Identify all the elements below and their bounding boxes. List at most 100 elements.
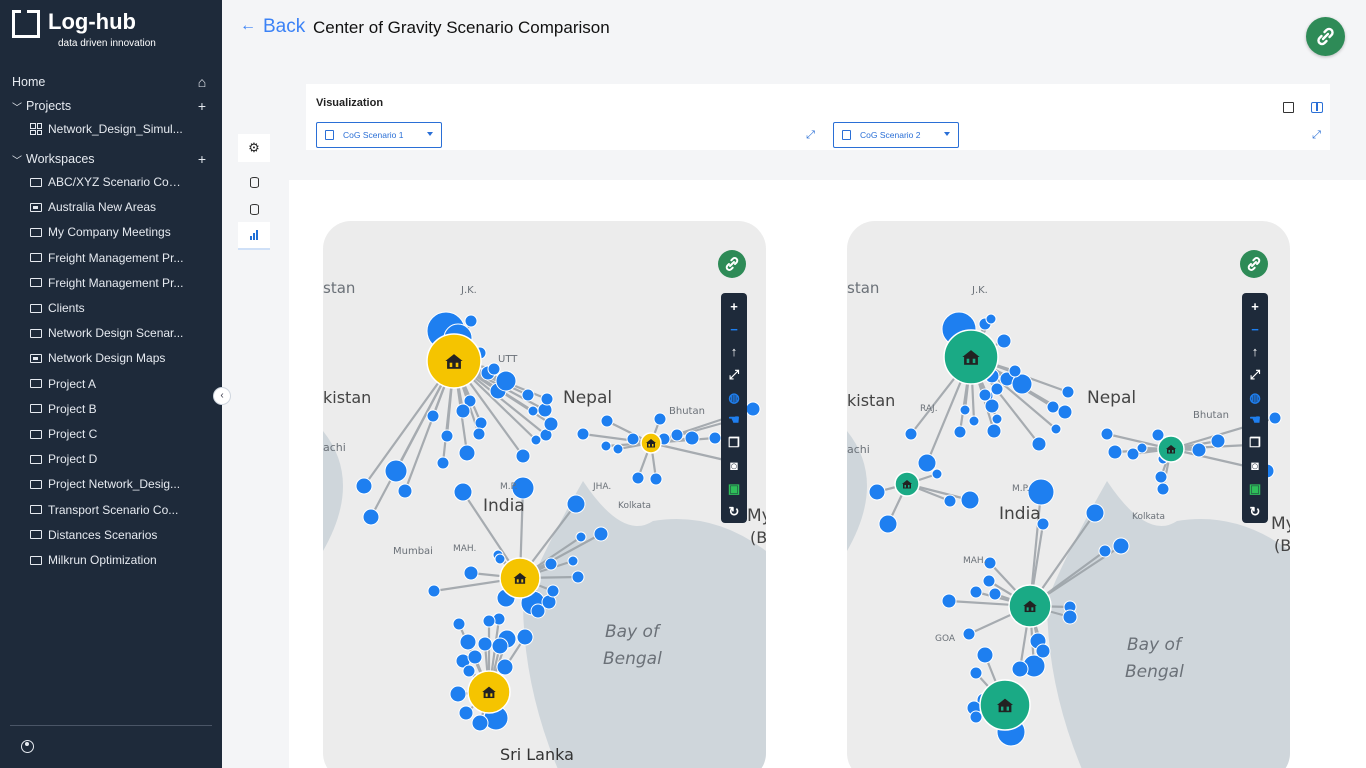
copy-button[interactable]: ❐ <box>1249 435 1261 451</box>
customer-location-marker[interactable] <box>969 585 983 599</box>
nav-projects[interactable]: ﹀ Projects + <box>12 95 210 117</box>
customer-location-marker[interactable] <box>626 432 640 446</box>
customer-location-marker[interactable] <box>982 574 996 588</box>
customer-location-marker[interactable] <box>567 555 579 567</box>
scenario-1-map-canvas[interactable]: stan J.K. UTT Nepal kistan Bhutan achi I… <box>323 221 766 768</box>
customer-location-marker[interactable] <box>960 490 980 510</box>
user-account-icon[interactable] <box>21 740 34 753</box>
customer-location-marker[interactable] <box>458 444 476 462</box>
customer-location-marker[interactable] <box>1112 537 1130 555</box>
reset-north-button[interactable]: ↑ <box>1251 344 1259 360</box>
customer-location-marker[interactable] <box>426 409 440 423</box>
workspace-item[interactable]: My Company Meetings <box>30 222 186 242</box>
customer-location-marker[interactable] <box>684 430 700 446</box>
customer-location-marker[interactable] <box>463 565 479 581</box>
customer-location-marker[interactable] <box>566 494 586 514</box>
workspace-item[interactable]: Australia New Areas <box>30 197 186 217</box>
customer-location-marker[interactable] <box>482 614 496 628</box>
workspace-item[interactable]: Project Network_Desig... <box>30 474 186 494</box>
workspace-item[interactable]: Clients <box>30 298 186 318</box>
customer-location-marker[interactable] <box>440 429 454 443</box>
customer-location-marker[interactable] <box>1057 404 1073 420</box>
customer-location-marker[interactable] <box>527 405 539 417</box>
zoom-in-button[interactable]: + <box>730 298 738 314</box>
customer-location-marker[interactable] <box>487 362 501 376</box>
customer-location-marker[interactable] <box>384 459 408 483</box>
customer-location-marker[interactable] <box>1191 442 1207 458</box>
save-button[interactable]: ▣ <box>1248 480 1262 496</box>
customer-location-marker[interactable] <box>1156 482 1170 496</box>
customer-location-marker[interactable] <box>543 416 559 432</box>
customer-location-marker[interactable] <box>1011 373 1033 395</box>
visualization-button[interactable] <box>238 222 270 250</box>
customer-location-marker[interactable] <box>983 556 997 570</box>
customer-location-marker[interactable] <box>427 584 441 598</box>
customer-location-marker[interactable] <box>868 483 886 501</box>
pan-hand-button[interactable]: ☚ <box>728 412 740 428</box>
scenario-1-map[interactable]: stan J.K. UTT Nepal kistan Bhutan achi I… <box>323 221 766 768</box>
customer-location-marker[interactable] <box>941 593 957 609</box>
customer-location-marker[interactable] <box>1100 427 1114 441</box>
app-logo[interactable]: Log-hub data driven innovation <box>12 10 156 49</box>
customer-location-marker[interactable] <box>991 413 1003 425</box>
scenario-2-map[interactable]: stan J.K. Nepal kistan Bhutan RAJ. achi … <box>847 221 1290 768</box>
customer-location-marker[interactable] <box>397 483 413 499</box>
customer-location-marker[interactable] <box>959 404 971 416</box>
customer-location-marker[interactable] <box>1035 643 1051 659</box>
customer-location-marker[interactable] <box>571 570 585 584</box>
data-source-1-button[interactable] <box>238 168 270 196</box>
reset-north-button[interactable]: ↑ <box>730 344 738 360</box>
pan-hand-button[interactable]: ☚ <box>1249 412 1261 428</box>
customer-location-marker[interactable] <box>953 425 967 439</box>
customer-location-marker[interactable] <box>631 471 645 485</box>
right-scenario-select[interactable]: CoG Scenario 2 <box>833 122 959 148</box>
customer-location-marker[interactable] <box>530 603 546 619</box>
customer-location-marker[interactable] <box>917 453 937 473</box>
customer-location-marker[interactable] <box>962 627 976 641</box>
customer-location-marker[interactable] <box>1107 444 1123 460</box>
customer-location-marker[interactable] <box>670 428 684 442</box>
customer-location-marker[interactable] <box>576 427 590 441</box>
nav-home[interactable]: Home ⌂ <box>12 71 210 93</box>
customer-location-marker[interactable] <box>985 313 997 325</box>
customer-location-marker[interactable] <box>515 448 531 464</box>
expand-left-map-icon[interactable]: ⤢ <box>806 129 815 141</box>
customer-location-marker[interactable] <box>653 412 667 426</box>
customer-location-marker[interactable] <box>496 658 514 676</box>
customer-location-marker[interactable] <box>1210 433 1226 449</box>
customer-location-marker[interactable] <box>472 427 486 441</box>
share-link-button[interactable] <box>1306 17 1345 56</box>
customer-location-marker[interactable] <box>516 628 534 646</box>
customer-location-marker[interactable] <box>931 468 943 480</box>
customer-location-marker[interactable] <box>471 714 489 732</box>
zoom-in-button[interactable]: + <box>1251 298 1259 314</box>
customer-location-marker[interactable] <box>745 401 761 417</box>
customer-location-marker[interactable] <box>494 553 506 565</box>
customer-location-marker[interactable] <box>649 472 663 486</box>
customer-location-marker[interactable] <box>491 637 509 655</box>
customer-location-marker[interactable] <box>458 705 474 721</box>
workspace-item[interactable]: Project B <box>30 399 186 419</box>
customer-location-marker[interactable] <box>1036 517 1050 531</box>
expand-button[interactable]: ⤢ <box>1249 366 1261 382</box>
customer-location-marker[interactable] <box>1046 400 1060 414</box>
camera-button[interactable]: ◙ <box>730 458 738 474</box>
workspace-item[interactable]: Project C <box>30 424 186 444</box>
customer-location-marker[interactable] <box>612 443 624 455</box>
customer-location-marker[interactable] <box>511 476 535 500</box>
customer-location-marker[interactable] <box>1062 609 1078 625</box>
customer-location-marker[interactable] <box>477 636 493 652</box>
add-workspace-icon[interactable]: + <box>197 151 207 167</box>
customer-location-marker[interactable] <box>969 666 983 680</box>
workspace-item[interactable]: Freight Management Pr... <box>30 248 186 268</box>
customer-location-marker[interactable] <box>1008 364 1022 378</box>
sidebar-collapse-button[interactable]: ‹ <box>213 387 231 405</box>
customer-location-marker[interactable] <box>904 427 918 441</box>
add-project-icon[interactable]: + <box>197 98 207 114</box>
workspace-item[interactable]: Project D <box>30 449 186 469</box>
customer-location-marker[interactable] <box>878 514 898 534</box>
customer-location-marker[interactable] <box>540 392 554 406</box>
expand-button[interactable]: ⤢ <box>728 366 740 382</box>
customer-location-marker[interactable] <box>990 382 1004 396</box>
customer-location-marker[interactable] <box>455 403 471 419</box>
